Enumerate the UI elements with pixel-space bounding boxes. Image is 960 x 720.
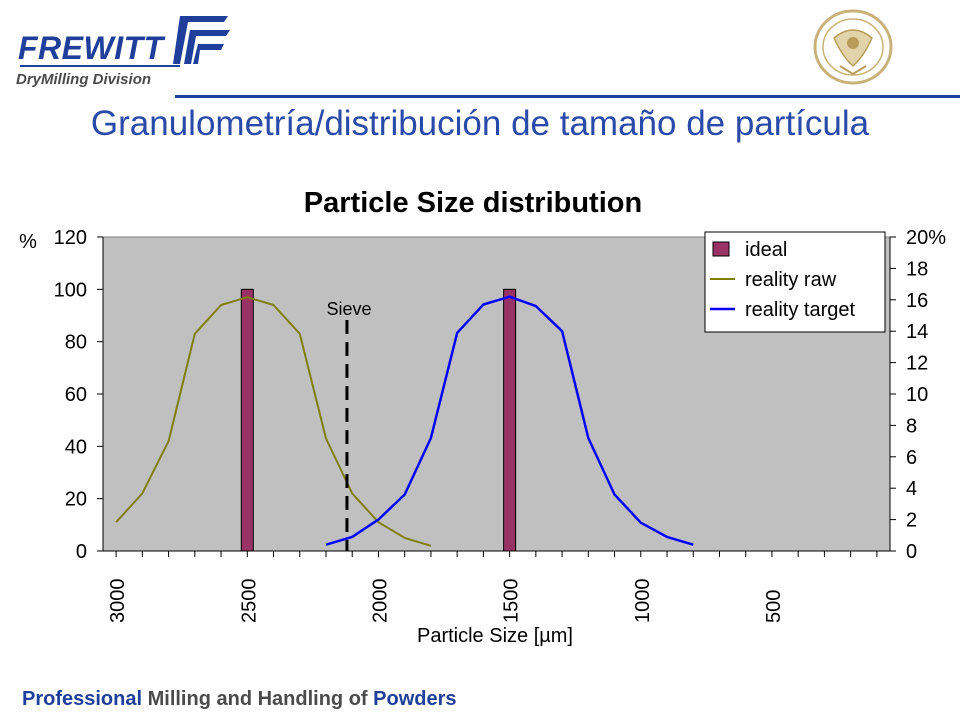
university-seal-icon [813,9,893,85]
legend-swatch-ideal [712,241,730,257]
legend-label: reality target [745,299,855,321]
particle-size-chart: Particle Size distribution 0204060801001… [19,187,947,647]
reality-target-line [325,295,694,546]
footer-middle: Milling and Handling of [142,688,374,710]
axes-group: 0 20 40 60 80 100 120 0 2 4 6 8 10 12 14 16 18 20% 3000 250… [54,227,947,623]
left-tick-label: 40 [65,436,87,458]
right-tick-label: 8 [906,415,917,437]
legend-label: reality raw [745,269,837,291]
footer-word-professional: Professional [22,688,143,710]
left-tick-label: 100 [54,279,87,301]
left-tick-label: 0 [76,541,87,563]
chart-title: Particle Size distribution [304,187,642,219]
right-tick-label: 14 [906,321,928,343]
ideal-bar [503,288,517,552]
y-axis-label: % [19,231,37,253]
right-tick-label: 18 [906,258,928,280]
left-tick-label: 80 [65,332,87,354]
data-marks: Sieve [115,288,694,552]
right-tick-label: 0 [906,541,917,563]
logo-division: DryMilling Division [16,71,152,88]
right-tick-label: 16 [906,290,928,312]
logo-wordmark: FREWITT [18,30,164,66]
slide-title: Granulometría/distribución de tamaño de … [90,104,870,143]
x-tick-label: 1000 [632,579,654,624]
footer-tagline: Professional Milling and Handling of Pow… [22,688,457,711]
right-tick-label: 4 [906,478,917,500]
right-tick-label: 20% [906,227,946,249]
frewitt-f-mark-icon [20,16,230,67]
right-tick-label: 6 [906,447,917,469]
left-tick-label: 60 [65,384,87,406]
x-tick-label: 500 [763,590,785,623]
legend: ideal reality raw reality target [704,231,886,333]
x-tick-label: 1500 [501,579,523,624]
reality-raw-line [115,296,432,547]
left-tick-label: 20 [65,489,87,511]
left-tick-label: 120 [54,227,87,249]
footer-word-powders: Powders [373,688,457,710]
x-tick-label: 2500 [238,579,260,624]
right-tick-label: 2 [906,510,917,532]
x-tick-label: 2000 [369,579,391,624]
header-rule [175,95,960,98]
frewitt-logo: FREWITT DryMilling Division [10,8,260,88]
sieve-label: Sieve [326,299,371,319]
legend-label: ideal [745,239,787,261]
legend-box [704,231,886,333]
right-tick-label: 10 [906,384,928,406]
x-tick-label: 3000 [107,579,129,624]
ideal-bar [240,288,254,552]
x-axis-label: Particle Size [µm] [417,625,573,647]
right-tick-label: 12 [906,353,928,375]
